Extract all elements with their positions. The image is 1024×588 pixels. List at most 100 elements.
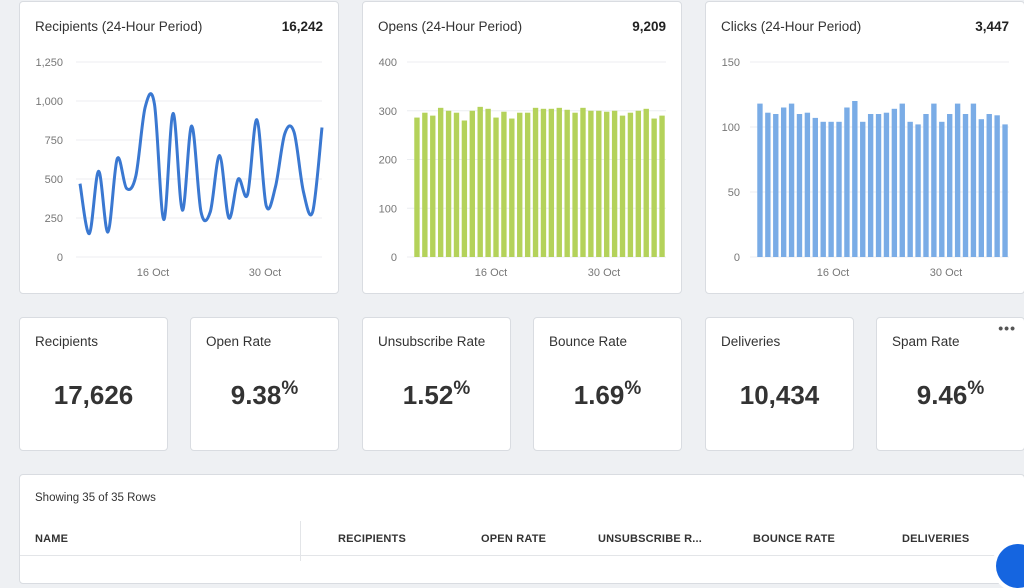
y-tick-label: 100 — [379, 203, 397, 215]
bar — [517, 112, 523, 257]
bar — [828, 121, 834, 257]
bar — [931, 103, 937, 257]
clicks-chart-card: Clicks (24-Hour Period) 3,447 150 100 50 0 1… — [705, 1, 1024, 294]
bar — [883, 112, 890, 257]
bar — [461, 120, 468, 257]
y-tick-label: 250 — [45, 213, 63, 225]
kpi-label: Open Rate — [206, 334, 272, 349]
column-header-name[interactable]: NAME — [35, 533, 69, 545]
column-divider — [300, 521, 301, 561]
x-tick-label: 30 Oct — [930, 267, 962, 279]
bar — [1002, 124, 1008, 258]
kpi-value: 10,434 — [739, 380, 820, 410]
bar — [852, 101, 858, 257]
bar — [994, 115, 1000, 257]
x-tick-label: 30 Oct — [588, 267, 620, 279]
kpi-bounce-rate: Bounce Rate 1.69% — [533, 317, 682, 451]
y-tick-label: 50 — [728, 187, 740, 199]
bar — [812, 117, 818, 258]
y-tick-label: 100 — [722, 122, 740, 134]
y-tick-label: 0 — [734, 252, 740, 264]
recipients-chart-card: Recipients (24-Hour Period) 16,242 1,250… — [19, 1, 339, 294]
column-header-unsubscribe-rate[interactable]: UNSUBSCRIBE R... — [598, 533, 703, 545]
x-tick-label: 16 Oct — [475, 267, 507, 279]
kpi-value: 17,626 — [53, 380, 134, 410]
y-tick-label: 200 — [379, 155, 397, 167]
kpi-label: Recipients — [35, 334, 99, 349]
bar — [923, 114, 929, 257]
bar — [453, 112, 460, 257]
bar — [572, 112, 578, 257]
bar — [780, 107, 787, 257]
campaign-table: Showing 35 of 35 Rows NAME RECIPIENTS OP… — [19, 474, 1024, 584]
x-tick-label: 30 Oct — [249, 267, 281, 279]
y-tick-label: 0 — [57, 252, 63, 264]
chart-total: 16,242 — [281, 19, 323, 34]
y-tick-label: 150 — [722, 57, 740, 69]
bar — [875, 114, 882, 257]
bar — [867, 114, 874, 257]
column-header-bounce-rate[interactable]: BOUNCE RATE — [753, 533, 836, 545]
y-tick-label: 1,000 — [35, 96, 63, 108]
bar — [596, 110, 602, 257]
kpi-deliveries: Deliveries 10,434 — [705, 317, 854, 451]
bar — [947, 114, 953, 257]
bar — [970, 103, 977, 257]
chart-total: 9,209 — [632, 19, 666, 34]
bar — [962, 114, 969, 257]
bar — [485, 108, 491, 257]
bar — [804, 112, 811, 257]
kpi-spam-rate: ••• Spam Rate 9.46% — [876, 317, 1024, 451]
y-tick-label: 1,250 — [35, 57, 63, 69]
column-header-open-rate[interactable]: OPEN RATE — [481, 533, 547, 545]
header-divider — [20, 555, 1024, 556]
bar — [430, 115, 436, 257]
bar — [635, 110, 642, 257]
bar — [899, 103, 905, 257]
opens-chart-card: Opens (24-Hour Period) 9,209 400 300 200 10… — [362, 1, 682, 294]
recipients-line-chart: 1,250 1,000 750 500 250 0 16 Oct 30 Oct — [35, 57, 324, 279]
bar — [501, 111, 507, 257]
bar — [493, 117, 499, 257]
bar — [820, 121, 826, 257]
bar — [619, 115, 626, 257]
bar — [659, 115, 665, 257]
kpi-label: Spam Rate — [892, 334, 960, 349]
column-header-deliveries[interactable]: DELIVERIES — [902, 533, 970, 545]
bar — [477, 106, 483, 257]
bar — [796, 114, 803, 257]
bar — [844, 107, 850, 257]
bar — [651, 118, 657, 257]
bar — [954, 103, 961, 257]
bar — [588, 110, 594, 257]
kpi-value: 9.38% — [230, 378, 299, 410]
kpi-label: Deliveries — [721, 334, 781, 349]
bar — [627, 112, 634, 257]
bar — [891, 108, 898, 257]
kpi-recipients: Recipients 17,626 — [19, 317, 168, 451]
clicks-bar-chart: 150 100 50 0 16 Oct 30 Oct — [722, 57, 1009, 279]
more-options-icon[interactable]: ••• — [998, 320, 1016, 336]
kpi-open-rate: Open Rate 9.38% — [190, 317, 339, 451]
chart-title: Recipients (24-Hour Period) — [35, 19, 203, 34]
column-header-recipients[interactable]: RECIPIENTS — [338, 533, 407, 545]
kpi-value: 1.69% — [573, 378, 642, 410]
chart-title: Clicks (24-Hour Period) — [721, 19, 862, 34]
bar — [643, 108, 649, 257]
bar — [907, 121, 913, 257]
bar — [860, 121, 866, 257]
bar — [556, 107, 562, 257]
bar — [611, 110, 618, 257]
kpi-label: Unsubscribe Rate — [378, 334, 486, 349]
bar — [509, 118, 515, 257]
y-tick-label: 750 — [45, 135, 63, 147]
bar — [915, 124, 921, 258]
bar — [757, 103, 763, 257]
row-count-text: Showing 35 of 35 Rows — [35, 492, 156, 504]
chart-total: 3,447 — [975, 19, 1009, 34]
y-tick-label: 500 — [45, 174, 63, 186]
kpi-label: Bounce Rate — [549, 334, 628, 349]
bar — [445, 110, 452, 257]
bar — [564, 109, 570, 258]
bar — [422, 112, 428, 257]
